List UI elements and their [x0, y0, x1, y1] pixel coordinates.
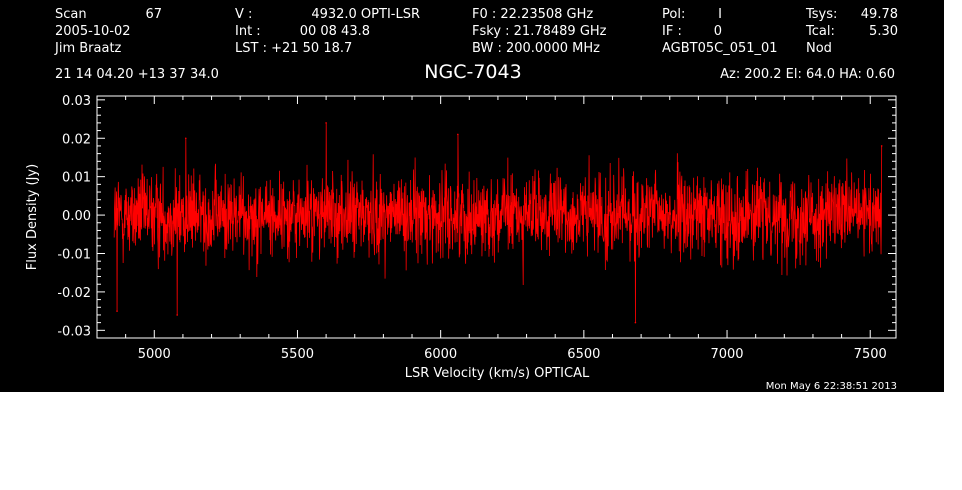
header-bw: BW : 200.0000 MHz [472, 41, 600, 56]
y-tick-label: -0.01 [57, 247, 91, 262]
spectrum-peak-point [176, 314, 178, 316]
header-tcal-label: Tcal: [805, 24, 835, 39]
header-observer: Jim Braatz [54, 41, 122, 56]
header-col1: Scan 67 2005-10-02 Jim Braatz [54, 7, 162, 56]
header-int-label: Int : [235, 24, 261, 39]
x-tick-label: 6500 [567, 347, 600, 362]
header-col2: V : 4932.0 OPTI-LSR Int : 00 08 43.8 LST… [235, 7, 420, 56]
header-mode: Nod [806, 41, 832, 56]
header-velocity-value: 4932.0 OPTI-LSR [311, 7, 420, 22]
header-fsky: Fsky : 21.78489 GHz [472, 24, 607, 39]
header-if-label: IF : [662, 24, 682, 39]
plot-panel: Scan 67 2005-10-02 Jim Braatz V : 4932.0… [0, 0, 944, 392]
x-tick-label: 6000 [424, 347, 457, 362]
x-tick-label: 7000 [710, 347, 743, 362]
header-col4: Pol: I IF : 0 AGBT05C_051_01 [662, 7, 778, 56]
header-date: 2005-10-02 [55, 24, 131, 39]
spectrum-series [113, 122, 883, 324]
plot-area: 5000 5500 6000 6500 7000 7500 -0.03 -0.02 -0.01… [57, 94, 897, 362]
y-tick-label: 0.01 [62, 171, 91, 186]
timestamp: Mon May 6 22:38:51 2013 [766, 381, 897, 392]
spectrum-peak-point [325, 122, 327, 124]
header-lst: LST : +21 50 18.7 [235, 41, 352, 56]
spectrum-peak-point [116, 310, 118, 312]
x-axis-label: LSR Velocity (km/s) OPTICAL [405, 366, 590, 381]
y-tick-label: 0.02 [62, 132, 91, 147]
header-int-value: 00 08 43.8 [300, 24, 370, 39]
y-tick-label: 0.00 [62, 209, 91, 224]
spectrum-peak-point [457, 133, 459, 136]
header-project: AGBT05C_051_01 [662, 41, 778, 56]
chart-title: NGC-7043 [424, 61, 521, 83]
header-tsys-value: 49.78 [861, 7, 898, 22]
spectrum-peak-point [634, 321, 637, 324]
spectrum-line [113, 122, 883, 323]
source-coordinates: 21 14 04.20 +13 37 34.0 [55, 67, 219, 82]
x-tick-label: 7500 [854, 347, 887, 362]
header-scan-number: 67 [145, 7, 162, 22]
header-col5: Tsys: 49.78 Tcal: 5.30 Nod [805, 7, 898, 56]
y-tick-label: -0.02 [57, 286, 91, 301]
y-axis-ticks: -0.03 -0.02 -0.01 0.00 0.01 0.02 0.03 [57, 94, 896, 339]
x-axis-ticks: 5000 5500 6000 6500 7000 7500 [96, 96, 887, 362]
header-pol-label: Pol: [662, 7, 685, 22]
spectrum-chart: Scan 67 2005-10-02 Jim Braatz V : 4932.0… [25, 7, 898, 392]
y-axis-label: Flux Density (Jy) [25, 164, 40, 270]
header-f0: F0 : 22.23508 GHz [472, 7, 593, 22]
y-tick-label: -0.03 [57, 324, 91, 339]
spectrum-peak-point [880, 145, 883, 147]
header-col3: F0 : 22.23508 GHz Fsky : 21.78489 GHz BW… [472, 7, 607, 56]
y-tick-label: 0.03 [62, 94, 91, 109]
x-tick-label: 5500 [281, 347, 314, 362]
header-pol-value: I [718, 7, 722, 22]
header-tsys-label: Tsys: [805, 7, 837, 22]
header-scan-label: Scan [55, 7, 87, 22]
header-if-value: 0 [714, 24, 722, 39]
header-velocity-label: V : [235, 7, 252, 22]
plot-frame [96, 95, 897, 339]
header-tcal-value: 5.30 [869, 24, 898, 39]
spectrum-peak-point [184, 137, 187, 140]
pointing-info: Az: 200.2 El: 64.0 HA: 0.60 [720, 67, 895, 82]
x-tick-label: 5000 [138, 347, 171, 362]
